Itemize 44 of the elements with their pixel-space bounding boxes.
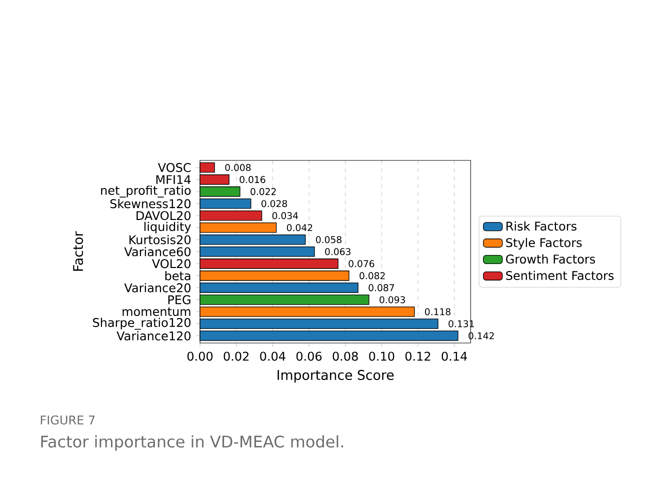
y-tick-label: Sharpe_ratio120 (93, 318, 190, 330)
x-axis-title: Importance Score (278, 370, 394, 383)
data-label: 0.034 (272, 212, 298, 220)
text: Factor importance in VD-MEAC model. (41, 435, 344, 451)
legend-label: Risk Factors (506, 221, 576, 231)
y-axis-title: Factor (73, 231, 84, 271)
data-label: 0.058 (316, 236, 342, 244)
y-tick-label: VOL20 (152, 259, 190, 268)
data-label: 0.008 (225, 164, 251, 172)
data-label: 0.093 (380, 296, 405, 304)
legend-label: Growth Factors (506, 254, 596, 264)
data-label: 0.016 (240, 176, 266, 184)
x-tick-label: 0.10 (369, 352, 394, 361)
x-tick-label: 0.06 (296, 352, 322, 361)
y-tick-label: Kurtosis20 (130, 234, 191, 244)
y-tick-label: DAVOL20 (136, 211, 190, 220)
legend-label: Style Factors (506, 238, 582, 250)
y-tick-label: net_profit_ratio (101, 186, 191, 198)
y-tick-label: beta (165, 271, 190, 280)
y-tick-label: momentum (122, 307, 190, 316)
caption: FIGURE 7 (40, 415, 95, 425)
data-label: 0.063 (325, 248, 350, 256)
y-tick-label: Variance120 (116, 331, 191, 340)
x-tick-label: 0.02 (224, 352, 248, 361)
data-label: 0.028 (262, 200, 287, 208)
y-tick-label: Variance20 (124, 283, 191, 292)
x-tick-label: 0.00 (187, 352, 213, 361)
x-tick-label: 0.04 (260, 352, 286, 361)
y-tick-label: liquidity (144, 222, 191, 234)
data-label: 0.042 (286, 224, 312, 232)
y-tick-label: Skewness120 (110, 198, 190, 208)
y-tick-label: PEG (168, 295, 190, 304)
x-tick-label: 0.08 (332, 352, 358, 361)
legend-label: Sentiment Factors (506, 270, 614, 280)
data-label: 0.076 (348, 260, 374, 268)
data-label: 0.118 (425, 308, 450, 316)
y-tick-label: Variance60 (124, 247, 191, 256)
data-label: 0.022 (250, 188, 276, 196)
data-label: 0.087 (368, 284, 394, 292)
x-tick-label: 0.14 (442, 352, 467, 361)
data-label: 0.082 (360, 272, 385, 280)
y-tick-label: MFI14 (156, 175, 191, 184)
y-tick-label: VOSC (158, 163, 191, 172)
x-tick-label: 0.12 (405, 352, 430, 361)
